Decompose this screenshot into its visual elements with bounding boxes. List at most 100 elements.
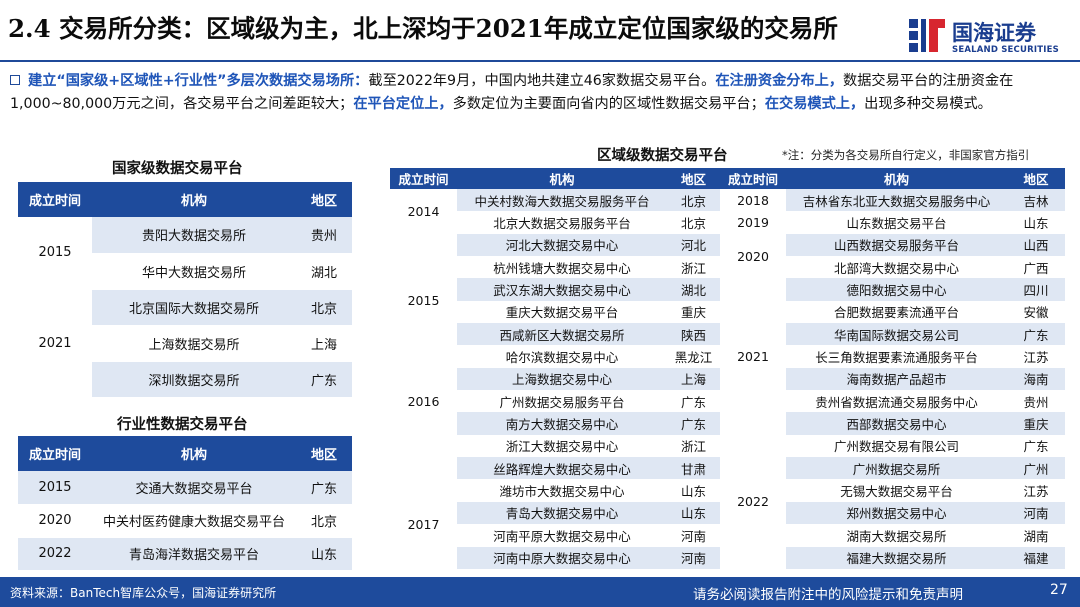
institution-cell: 北京大数据交易服务平台 — [457, 211, 667, 234]
institution-cell: 广州数据交易有限公司 — [786, 434, 1007, 458]
institution-cell: 北京国际大数据交易所 — [92, 289, 296, 326]
region-cell: 江苏 — [1007, 345, 1065, 368]
year-cell: 2016 — [390, 367, 457, 435]
institution-cell: 杭州钱塘大数据交易中心 — [457, 256, 667, 279]
logo-text-en: SEALAND SECURITIES — [952, 45, 1059, 55]
year-cell: 2020 — [720, 233, 786, 279]
institution-cell: 山东数据交易平台 — [786, 211, 1007, 234]
table-row: 2021 北京国际大数据交易所 北京 — [18, 289, 352, 398]
column-header: 地区 — [296, 436, 352, 471]
column-header: 成立时间 — [18, 436, 92, 471]
region-cell: 江苏 — [1007, 479, 1065, 502]
institution-cell: 浙江大数据交易中心 — [457, 434, 667, 458]
region-cell: 重庆 — [667, 300, 720, 324]
logo-text-cn: 国海证券 — [952, 21, 1036, 45]
institution-cell: 德阳数据交易中心 — [786, 278, 1007, 301]
column-header: 机构 — [92, 436, 296, 471]
region-cell: 河南 — [667, 546, 720, 569]
industry-table-caption: 行业性数据交易平台 — [117, 417, 248, 433]
year-cell: 2017 — [390, 479, 457, 569]
intro-text-2: 数据交易平台的注册资金在1,000~80,000万元之间，各交易平台之间差距较大… — [10, 73, 1014, 112]
institution-cell: 西咸新区大数据交易所 — [457, 323, 667, 346]
region-cell: 广东 — [667, 390, 720, 413]
column-header: 机构 — [786, 168, 1007, 189]
table-row: 广州数据交易服务平台 广东 贵州省数据流通交易服务中心 贵州 — [390, 390, 1065, 413]
column-header: 成立时间 — [18, 182, 92, 217]
region-cell: 贵州 — [296, 217, 352, 254]
institution-cell: 贵州省数据流通交易服务中心 — [786, 390, 1007, 413]
institution-cell: 河南平原大数据交易中心 — [457, 524, 667, 547]
region-cell: 河南 — [1007, 501, 1065, 525]
region-cell: 湖南 — [1007, 524, 1065, 547]
institution-cell: 中关村医药健康大数据交易平台 — [92, 504, 296, 538]
institution-cell: 上海数据交易中心 — [457, 367, 667, 391]
table-row: 重庆大数据交易平台 重庆 合肥数据要素流通平台 安徽 — [390, 300, 1065, 324]
sealand-logo-icon — [909, 19, 945, 52]
table-row: 杭州钱塘大数据交易中心 浙江 北部湾大数据交易中心 广西 — [390, 256, 1065, 279]
region-cell: 河北 — [667, 233, 720, 257]
region-cell: 山东 — [1007, 211, 1065, 234]
table-row: 2016 上海数据交易中心 上海 海南数据产品超市 海南 — [390, 367, 1065, 435]
region-cell: 山东 — [296, 537, 352, 571]
region-cell: 北京 — [296, 504, 352, 538]
year-cell: 2021 — [18, 289, 92, 398]
table-row: 武汉东湖大数据交易中心 湖北 2021 德阳数据交易中心 四川 — [390, 278, 1065, 435]
institution-cell: 贵阳大数据交易所 — [92, 217, 296, 254]
region-cell: 山东 — [667, 501, 720, 525]
region-cell: 上海 — [296, 325, 352, 362]
year-cell: 2015 — [18, 217, 92, 290]
table-row: 2014 中关村数海大数据交易服务平台 北京 2018 吉林省东北亚大数据交易服务中心吉… — [390, 189, 1065, 234]
institution-cell: 华中大数据交易所 — [92, 253, 296, 290]
page-header: 2.4 交易所分类：区域级为主，北上深均于2021年成立定位国家级的交易所 国海… — [0, 0, 1080, 64]
table-row: 2017 潍坊市大数据交易中心 山东 无锡大数据交易平台 江苏 — [390, 479, 1065, 569]
year-cell: 2021 — [720, 278, 786, 435]
national-platform-table: 成立时间 机构 地区 2015 贵阳大数据交易所 贵州 华中大数据交易所 湖北 2021 北京国… — [18, 182, 352, 398]
region-cell: 海南 — [1007, 367, 1065, 391]
institution-cell: 哈尔滨数据交易中心 — [457, 345, 667, 368]
table-row: 南方大数据交易中心 广东 西部数据交易中心 重庆 — [390, 412, 1065, 435]
column-header: 成立时间 — [390, 168, 457, 189]
institution-cell: 潍坊市大数据交易中心 — [457, 479, 667, 502]
year-cell: 2019 — [720, 211, 786, 234]
region-cell: 浙江 — [667, 256, 720, 279]
year-cell: 2022 — [18, 537, 92, 571]
company-logo: 国海证券 SEALAND SECURITIES — [908, 12, 1078, 58]
table-row: 华中大数据交易所 湖北 — [18, 253, 352, 290]
region-cell: 贵州 — [1007, 390, 1065, 413]
page-footer: 资料来源：BanTech智库公众号，国海证券研究所 请务必阅读报告附注中的风险提… — [0, 577, 1080, 607]
table-row: 2015 贵阳大数据交易所 贵州 — [18, 217, 352, 290]
regional-platform-table: 成立时间 机构 地区 成立时间 机构 地区 2014 中关村数海大数据交易服务平台 北京 201… — [390, 168, 1065, 569]
table-row: 河南平原大数据交易中心 河南 湖南大数据交易所 湖南 — [390, 524, 1065, 547]
table-row: 深圳数据交易所 广东 — [18, 361, 352, 398]
institution-cell: 上海数据交易所 — [92, 325, 296, 362]
region-cell: 广东 — [1007, 434, 1065, 458]
intro-highlight-3: 在平台定位上， — [353, 95, 453, 112]
institution-cell: 华南国际数据交易公司 — [786, 323, 1007, 346]
table-row: 2015 交通大数据交易平台 广东 — [18, 471, 352, 505]
table-row: 丝路辉煌大数据交易中心 甘肃 广州数据交易所 广州 — [390, 457, 1065, 480]
year-cell — [390, 434, 457, 480]
institution-cell: 合肥数据要素流通平台 — [786, 300, 1007, 324]
institution-cell: 河北大数据交易中心 — [457, 233, 667, 257]
region-cell: 山西 — [1007, 233, 1065, 257]
intro-paragraph: 建立“国家级+区域性+行业性”多层次数据交易场所：截至2022年9月，中国内地共… — [10, 70, 1072, 115]
institution-cell: 吉林省东北亚大数据交易服务中心 — [786, 189, 1007, 212]
intro-highlight-4: 在交易模式上， — [764, 95, 865, 112]
institution-cell: 广州数据交易所 — [786, 457, 1007, 480]
institution-cell: 福建大数据交易所 — [786, 546, 1007, 569]
disclaimer-link[interactable]: 请务必阅读报告附注中的风险提示和免责声明 — [693, 587, 963, 603]
region-cell: 安徽 — [1007, 300, 1065, 324]
region-cell: 北京 — [667, 189, 720, 212]
column-header: 地区 — [296, 182, 352, 217]
region-cell: 广东 — [1007, 323, 1065, 346]
institution-cell: 南方大数据交易中心 — [457, 412, 667, 435]
industry-platform-table: 成立时间 机构 地区 2015 交通大数据交易平台 广东 2020 中关村医药健康大数据交易… — [18, 436, 352, 571]
intro-text-4: 出现多种交易模式。 — [864, 95, 992, 112]
table-header-row: 成立时间 机构 地区 成立时间 机构 地区 — [390, 168, 1065, 189]
region-cell: 陕西 — [667, 323, 720, 346]
year-cell: 2014 — [390, 189, 457, 234]
intro-text-3: 多数定位为主要面向省内的区域性数据交易平台； — [452, 95, 765, 112]
region-cell: 重庆 — [1007, 412, 1065, 435]
source-note: 资料来源：BanTech智库公众号，国海证券研究所 — [10, 586, 277, 600]
institution-cell: 武汉东湖大数据交易中心 — [457, 278, 667, 301]
